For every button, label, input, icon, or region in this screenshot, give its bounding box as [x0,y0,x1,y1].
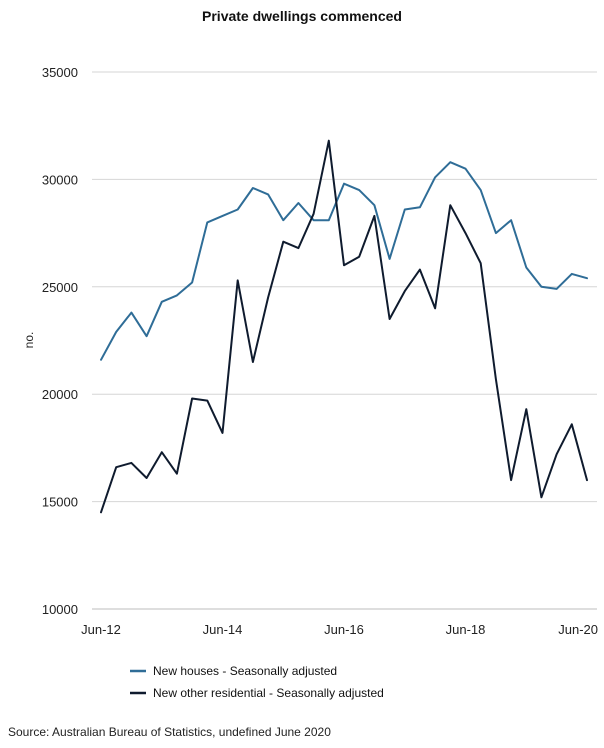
gridlines [92,71,597,610]
x-tick-label: Jun-20 [558,622,598,637]
y-tick-labels: 10000 15000 20000 25000 30000 35000 [42,65,78,617]
series-line-new-houses [100,161,588,361]
y-tick-label: 30000 [42,172,78,187]
y-tick-label: 25000 [42,280,78,295]
x-tick-label: Jun-12 [81,622,121,637]
legend-label: New other residential - Seasonally adjus… [153,686,384,700]
y-tick-label: 20000 [42,387,78,402]
x-tick-label: Jun-16 [324,622,364,637]
y-tick-label: 10000 [42,602,78,617]
y-tick-label: 15000 [42,495,78,510]
x-tick-labels: Jun-12 Jun-14 Jun-16 Jun-18 Jun-20 [81,622,598,637]
x-tick-label: Jun-14 [203,622,243,637]
series-lines [100,139,588,514]
x-tick-label: Jun-18 [446,622,486,637]
y-axis-title: no. [22,332,36,349]
y-tick-label: 35000 [42,65,78,80]
legend-label: New houses - Seasonally adjusted [153,664,337,678]
chart-title: Private dwellings commenced [202,8,402,24]
legend: New houses - Seasonally adjusted New othe… [130,664,384,700]
series-line-new-other-residential [100,139,588,514]
source-note: Source: Australian Bureau of Statistics,… [8,725,331,739]
